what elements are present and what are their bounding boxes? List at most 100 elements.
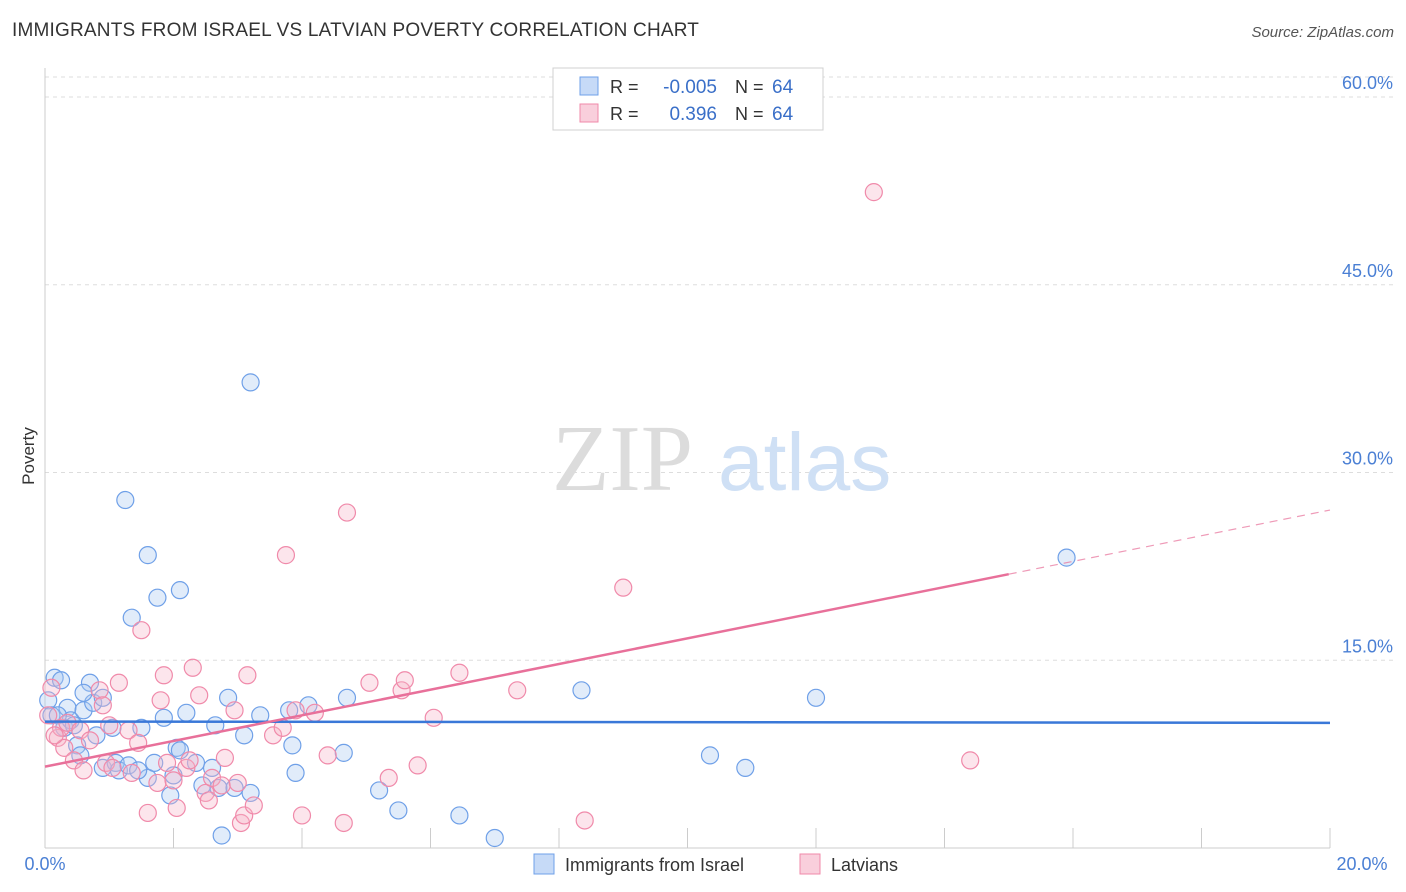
y-tick-label: 45.0%	[1342, 261, 1393, 281]
scatter-point	[283, 736, 302, 755]
scatter-point	[212, 826, 231, 845]
scatter-point	[276, 546, 296, 565]
scatter-point	[244, 796, 263, 815]
legend-n-label-2: N =	[735, 104, 764, 124]
scatter-point	[122, 608, 141, 627]
scatter-point	[485, 828, 504, 848]
scatter-point	[806, 688, 826, 707]
scatter-point	[42, 678, 61, 697]
scatter-point	[80, 731, 100, 750]
scatter-point	[167, 798, 186, 818]
scatter-point	[122, 763, 141, 783]
scatter-point	[154, 708, 173, 727]
bottom-legend-swatch-latvians	[799, 853, 821, 875]
scatter-point	[157, 753, 177, 772]
watermark-atlas: atlas	[718, 417, 891, 508]
scatter-point	[202, 758, 222, 777]
bottom-legend-label-latvians: Latvians	[831, 855, 898, 875]
scatter-point	[39, 706, 58, 725]
scatter-point	[164, 771, 183, 790]
y-tick-label: 15.0%	[1342, 636, 1393, 656]
scatter-point	[292, 806, 312, 825]
scatter-point	[132, 621, 151, 640]
scatter-point	[424, 708, 443, 727]
scatter-point	[80, 673, 100, 692]
y-tick-label: 60.0%	[1342, 73, 1393, 93]
scatter-point	[199, 791, 218, 810]
scatter-point	[148, 773, 167, 793]
scatter-point	[228, 773, 247, 793]
scatter-point	[263, 726, 283, 745]
grid-lines	[45, 76, 1395, 661]
scatter-point	[55, 738, 74, 757]
scatter-point	[116, 490, 135, 510]
scatter-point	[51, 671, 71, 690]
scatter-point	[183, 658, 202, 677]
scatter-point	[1057, 548, 1076, 567]
scatter-point	[215, 748, 234, 767]
bottom-legend-label-israel: Immigrants from Israel	[565, 855, 744, 875]
scatter-point	[93, 696, 112, 715]
scatter-point	[138, 803, 157, 823]
legend-r-value-2: 0.396	[669, 104, 717, 125]
scatter-point	[286, 763, 305, 783]
scatter-point	[700, 746, 720, 765]
x-ticks	[44, 828, 1331, 848]
scatter-point	[109, 673, 128, 692]
scatter-point	[190, 686, 209, 705]
y-tick-labels: 15.0% 30.0% 45.0% 60.0%	[1342, 73, 1393, 656]
scatter-point	[334, 813, 353, 833]
scatter-point	[450, 806, 469, 825]
scatter-point	[180, 751, 199, 770]
scatter-point	[225, 701, 244, 720]
x-tick-label-max: 20.0%	[1336, 854, 1387, 874]
scatter-point	[395, 671, 414, 690]
scatter-point	[450, 663, 469, 682]
legend-n-value-1: 64	[772, 77, 794, 98]
legend-swatch-israel	[579, 76, 599, 96]
trend-line-extension	[1008, 509, 1331, 575]
scatter-point	[103, 758, 122, 777]
scatter-point	[337, 688, 357, 707]
legend-r-label-1: R =	[610, 77, 639, 97]
scatter-point	[170, 581, 190, 600]
scatter-point	[864, 183, 883, 202]
scatter-point	[736, 758, 755, 777]
scatter-point	[318, 746, 337, 765]
scatter-point	[389, 801, 408, 820]
scatter-point	[360, 673, 379, 692]
y-tick-label: 30.0%	[1342, 449, 1393, 469]
stats-legend: R = -0.005 N = 64 R = 0.396 N = 64	[552, 67, 824, 131]
scatter-point	[235, 726, 254, 745]
scatter-point	[408, 756, 427, 775]
scatter-point	[572, 681, 591, 700]
scatter-point	[575, 811, 594, 830]
scatter-point	[241, 373, 260, 392]
scatter-point	[238, 666, 257, 685]
bottom-legend-swatch-israel	[533, 853, 555, 875]
source-note: Source: ZipAtlas.com	[1251, 24, 1394, 41]
scatter-point	[74, 683, 93, 702]
trend-line	[44, 572, 1009, 768]
scatter-point	[48, 728, 67, 747]
legend-n-label-1: N =	[735, 77, 764, 97]
scatter-point	[138, 546, 157, 565]
scatter-point	[202, 768, 222, 788]
scatter-point	[148, 588, 167, 607]
scatter-point	[508, 681, 527, 700]
scatter-point	[370, 781, 389, 800]
scatter-point	[212, 776, 231, 795]
scatter-point	[90, 681, 109, 700]
scatter-point	[145, 753, 164, 772]
legend-swatch-latvians	[579, 103, 599, 123]
scatter-point	[154, 666, 173, 685]
trend-line	[44, 720, 1331, 725]
y-axis-label: Poverty	[19, 427, 38, 485]
scatter-point	[334, 743, 353, 762]
scatter-point	[614, 578, 633, 597]
watermark-zip: ZIP	[552, 407, 693, 511]
legend-r-label-2: R =	[610, 104, 639, 124]
scatter-point	[337, 503, 357, 522]
legend-r-value-1: -0.005	[663, 77, 717, 98]
